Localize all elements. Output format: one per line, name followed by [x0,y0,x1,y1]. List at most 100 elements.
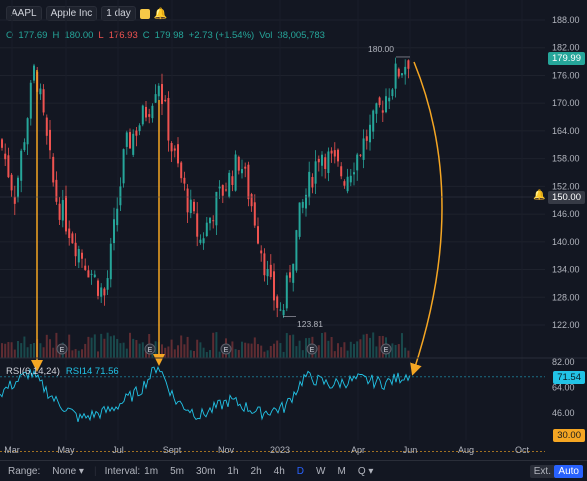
candle-body [65,195,67,232]
data-status-icon[interactable] [139,8,150,19]
candle-body [81,252,83,259]
auto-button[interactable]: Auto [554,464,583,478]
volume-bar [369,337,371,358]
candle-body [209,217,211,224]
interval-1m[interactable]: 1m [144,465,159,477]
range-select[interactable]: None ▾ [52,465,84,477]
rsi-low-badge: 30.00 [553,429,585,442]
volume-bar [58,350,61,358]
volume-bar [68,334,71,358]
time-tick-label: 2023 [270,445,290,455]
candle-body [61,200,64,221]
volume-bar [74,349,77,358]
bell-icon[interactable]: 🔔 [153,8,168,20]
candle-body [145,106,147,118]
volume-bar [237,349,240,358]
volume-bar [397,344,400,358]
volume-bar [20,343,23,358]
interval-buttons: 1m 5m 30m 1h 2h 4h D W M Q ▾ [144,466,373,477]
candle-body [228,172,231,197]
volume-bar [84,343,87,358]
candle-body [132,133,135,155]
high-label: H [52,30,60,41]
volume-bar [247,343,250,358]
high-value: 180.00 [64,30,94,41]
candle-body [221,185,224,196]
candle-body [218,186,221,189]
range-label: Range: [8,465,41,477]
earnings-marker: E [144,343,156,355]
interval-m[interactable]: M [337,465,346,477]
volume-bar [10,342,13,358]
volume-bar [292,334,295,358]
price-tick-label: 182.00 [552,43,580,53]
candle-body [4,153,7,160]
candle-body [148,114,151,117]
interval-2h[interactable]: 2h [250,465,262,477]
price-tick-label: 146.00 [552,209,580,219]
volume-bar [77,350,80,358]
alert-bell-icon[interactable]: 🔔 [533,190,546,201]
time-tick-label: Aug [458,445,474,455]
ext-button[interactable]: Ext. [529,464,555,478]
candle-body [167,98,170,141]
candle-body [378,97,381,106]
interval-w[interactable]: W [316,465,326,477]
candle-body [308,171,311,198]
candle-body [100,287,103,297]
candle-body [71,233,74,244]
volume-bar [359,339,362,358]
candle-body [369,124,371,143]
candle-body [343,181,346,186]
rsi-tick-label: 64.00 [552,383,575,393]
candle-body [189,199,192,214]
volume-bar [250,343,253,358]
volume-bar [337,343,339,358]
interval-5m[interactable]: 5m [170,465,184,477]
price-tick-label: 128.00 [552,292,580,302]
interval-4h[interactable]: 4h [273,465,285,477]
candle-body [68,228,71,238]
candle-body [391,89,394,97]
interval-q[interactable]: Q ▾ [357,465,374,477]
candle-body [26,118,29,145]
candle-body [353,172,355,175]
rsi-title[interactable]: RSI(6,14,24) [6,366,60,377]
volume-bar [45,334,48,358]
volume-bar [324,332,327,358]
rsi-tick-label: 82.00 [552,357,575,367]
interval-30m[interactable]: 30m [195,465,216,477]
candle-body [282,310,285,316]
volume-bar [33,342,35,358]
volume-bar [273,343,275,358]
time-tick-label: Mar [4,445,20,455]
candle-body [58,203,61,220]
chart-canvas[interactable]: E E E E E 188.00 182.00 176.00 170.00 164.00 158.… [0,0,587,460]
volume-bar [100,333,103,358]
candle-body [1,139,3,148]
price-tick-label: 134.00 [552,265,580,275]
volume-bar [138,343,141,358]
volume-bar [218,351,221,358]
candle-body [397,68,400,77]
volume-bar [145,351,147,358]
price-tick-label: 140.00 [552,237,580,247]
interval-1h[interactable]: 1h [227,465,239,477]
candle-body [385,96,387,113]
candle-body [164,99,167,102]
volume-bar [263,351,266,358]
candle-body [362,138,365,160]
candle-body [244,166,247,169]
candle-body [314,161,317,184]
volume-bar [81,349,83,358]
volume-bar [244,342,247,358]
volume-bar [122,342,125,358]
candle-body [93,274,96,278]
volume-bar [151,351,154,358]
volume-bar [231,341,234,358]
alert-price-badge[interactable]: 150.00 [547,191,585,204]
interval-d[interactable]: D [296,465,305,477]
candle-body [97,280,99,296]
candle-body [157,85,160,97]
candle-body [321,154,323,166]
